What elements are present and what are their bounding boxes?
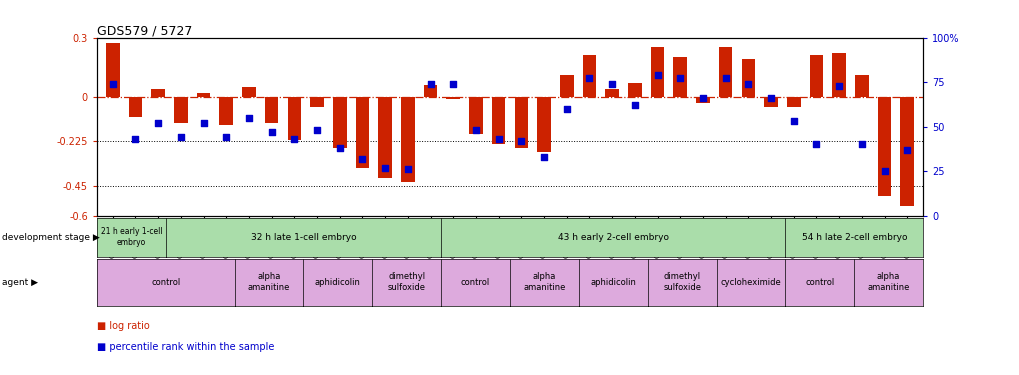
Bar [128, 97, 143, 117]
Bar [174, 97, 187, 123]
Point [309, 127, 325, 133]
Text: development stage ▶: development stage ▶ [2, 232, 100, 242]
Bar [242, 87, 256, 97]
Bar [219, 97, 233, 124]
Bar [537, 97, 550, 152]
Point [535, 154, 551, 160]
Text: aphidicolin: aphidicolin [315, 278, 361, 286]
Point [196, 120, 212, 126]
Text: alpha
amanitine: alpha amanitine [866, 273, 909, 292]
Bar [151, 89, 165, 97]
Point [422, 81, 438, 87]
Point [172, 134, 189, 140]
Bar [854, 75, 868, 97]
Text: aphidicolin: aphidicolin [590, 278, 636, 286]
Point [286, 136, 303, 142]
Bar [423, 85, 437, 97]
Bar [514, 97, 528, 148]
Point [649, 72, 665, 78]
Bar [491, 97, 505, 144]
Bar [832, 53, 845, 97]
Point [331, 145, 347, 151]
Text: 43 h early 2-cell embryo: 43 h early 2-cell embryo [557, 232, 668, 242]
Point [377, 165, 393, 171]
Point [762, 95, 779, 101]
Point [672, 75, 688, 81]
Point [898, 147, 914, 153]
Bar [809, 56, 822, 97]
Point [127, 136, 144, 142]
Point [354, 156, 370, 162]
Point [830, 82, 847, 88]
Bar [695, 97, 709, 103]
Bar [741, 59, 754, 97]
Bar [356, 97, 369, 168]
Bar [378, 97, 391, 178]
Bar [786, 97, 800, 107]
Bar [265, 97, 278, 123]
Bar [718, 47, 732, 97]
Bar [900, 97, 913, 206]
Text: cycloheximide: cycloheximide [719, 278, 781, 286]
Point [150, 120, 166, 126]
Text: 21 h early 1-cell
embryо: 21 h early 1-cell embryо [101, 228, 162, 247]
Point [240, 115, 257, 121]
Bar [582, 56, 596, 97]
Text: dimethyl
sulfoxide: dimethyl sulfoxide [387, 273, 425, 292]
Bar [673, 57, 687, 97]
Bar [287, 97, 301, 140]
Bar [106, 44, 119, 97]
Bar [469, 97, 482, 135]
Point [218, 134, 234, 140]
Point [853, 141, 869, 147]
Text: control: control [151, 278, 180, 286]
Point [626, 102, 642, 108]
Bar [650, 47, 663, 97]
Point [740, 81, 756, 87]
Point [875, 168, 892, 174]
Text: alpha
amanitine: alpha amanitine [248, 273, 290, 292]
Bar [332, 97, 346, 148]
Text: control: control [461, 278, 490, 286]
Point [105, 81, 121, 87]
Text: control: control [804, 278, 834, 286]
Bar [446, 97, 460, 99]
Point [490, 136, 506, 142]
Text: agent ▶: agent ▶ [2, 278, 38, 286]
Point [468, 127, 484, 133]
Point [694, 95, 710, 101]
Text: dimethyl
sulfoxide: dimethyl sulfoxide [662, 273, 700, 292]
Text: GDS579 / 5727: GDS579 / 5727 [97, 24, 193, 38]
Point [399, 166, 416, 172]
Point [558, 106, 575, 112]
Bar [197, 93, 210, 97]
Point [785, 118, 801, 124]
Bar [400, 97, 415, 182]
Point [513, 138, 529, 144]
Point [581, 75, 597, 81]
Text: ■ percentile rank within the sample: ■ percentile rank within the sample [97, 342, 274, 352]
Text: 54 h late 2-cell embryo: 54 h late 2-cell embryo [801, 232, 906, 242]
Point [263, 129, 279, 135]
Text: alpha
amanitine: alpha amanitine [523, 273, 566, 292]
Bar [559, 75, 573, 97]
Point [444, 81, 461, 87]
Bar [763, 97, 777, 107]
Bar [604, 89, 619, 97]
Bar [628, 83, 641, 97]
Bar [876, 97, 891, 196]
Bar [310, 97, 324, 107]
Point [603, 81, 620, 87]
Text: ■ log ratio: ■ log ratio [97, 321, 150, 331]
Point [807, 141, 823, 147]
Text: 32 h late 1-cell embryo: 32 h late 1-cell embryo [251, 232, 356, 242]
Point [716, 75, 733, 81]
